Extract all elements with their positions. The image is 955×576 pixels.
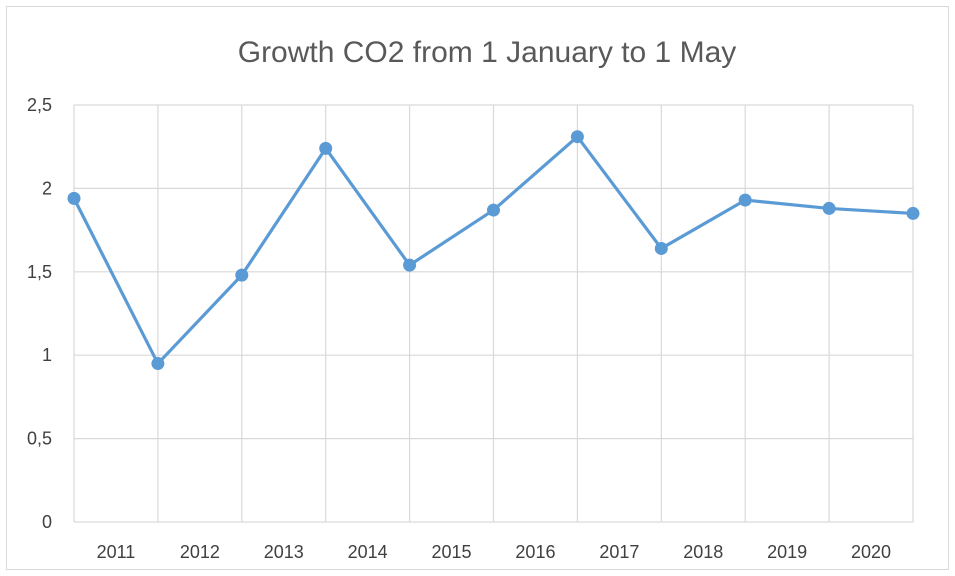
data-point <box>822 201 836 215</box>
x-tick-label: 2016 <box>515 542 555 562</box>
y-tick-label: 2,5 <box>27 95 52 115</box>
data-point <box>738 193 752 207</box>
y-tick-label: 1 <box>42 345 52 365</box>
x-tick-label: 2020 <box>851 542 891 562</box>
y-tick-label: 2 <box>42 178 52 198</box>
x-tick-label: 2018 <box>683 542 723 562</box>
x-tick-label: 2017 <box>599 542 639 562</box>
x-tick-label: 2015 <box>432 542 472 562</box>
y-tick-label: 1,5 <box>27 262 52 282</box>
y-axis-ticks: 0 0,5 1 1,5 2 2,5 <box>27 95 52 532</box>
data-point <box>235 268 249 282</box>
series-layer <box>67 130 920 371</box>
data-point <box>151 357 165 371</box>
chart-title: Growth CO2 from 1 January to 1 May <box>238 36 737 69</box>
data-point <box>570 130 584 144</box>
x-tick-label: 2019 <box>767 542 807 562</box>
y-tick-label: 0,5 <box>27 429 52 449</box>
data-point <box>487 203 500 217</box>
x-tick-label: 2012 <box>180 542 220 562</box>
x-axis-ticks: 2011 2012 2013 2014 2015 2016 2017 2018 2019 2020 <box>97 542 891 562</box>
chart-frame <box>6 6 949 570</box>
data-point <box>67 191 81 205</box>
data-point <box>403 258 417 272</box>
x-tick-label: 2013 <box>264 542 304 562</box>
gridlines <box>73 104 914 523</box>
x-tick-label: 2011 <box>97 542 136 562</box>
data-point <box>319 141 333 155</box>
x-tick-label: 2014 <box>348 542 388 562</box>
data-point <box>906 206 920 220</box>
data-point <box>654 241 668 255</box>
y-tick-label: 0 <box>42 512 52 532</box>
